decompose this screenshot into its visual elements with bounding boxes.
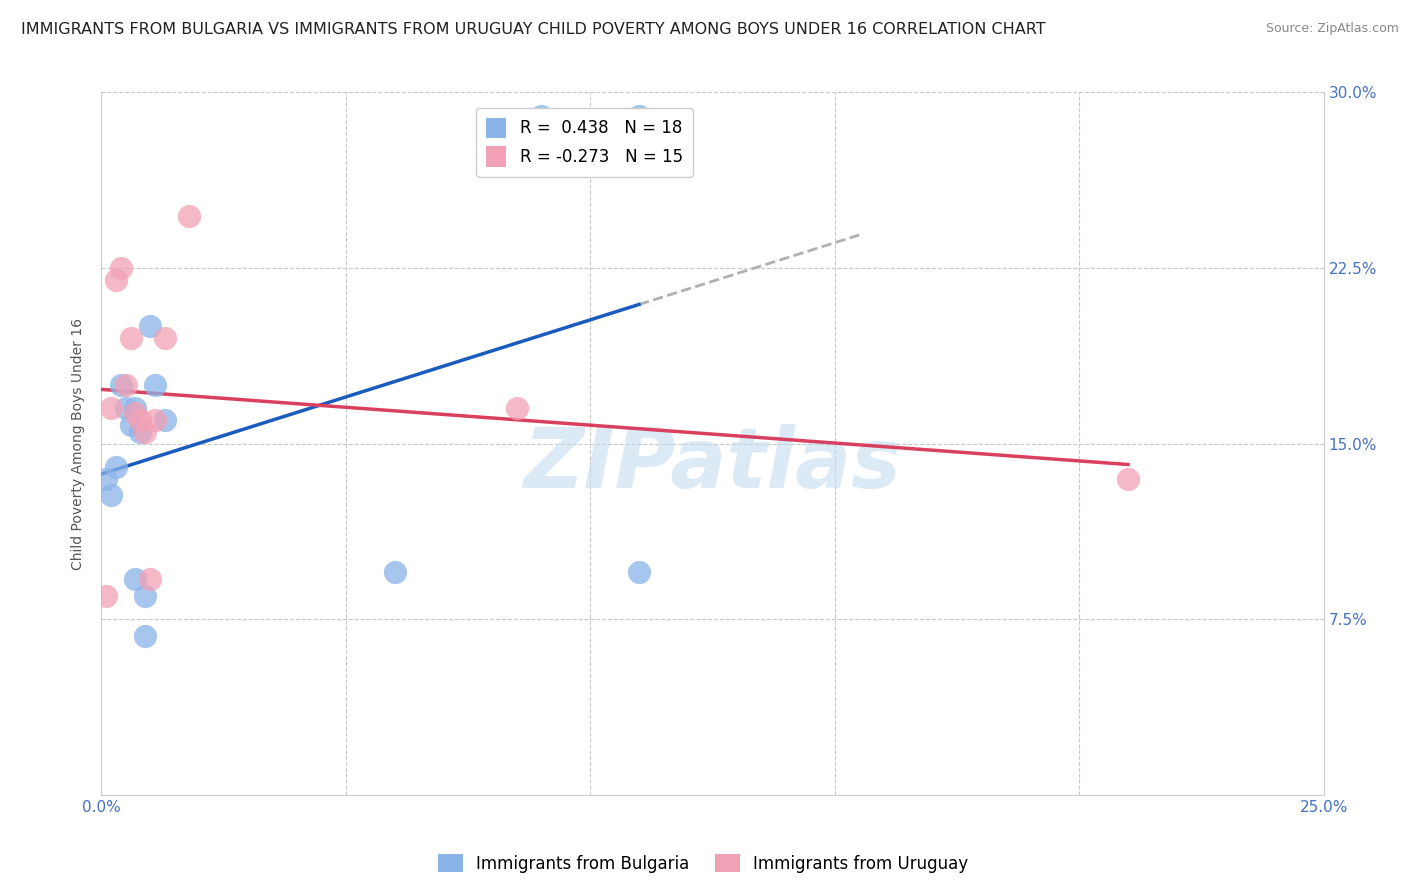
Point	[124, 572, 146, 586]
Point	[1116, 472, 1139, 486]
Point	[153, 413, 176, 427]
Point	[114, 401, 136, 416]
Point	[110, 378, 132, 392]
Point	[104, 459, 127, 474]
Point	[506, 401, 529, 416]
Point	[134, 589, 156, 603]
Point	[139, 572, 162, 586]
Point	[139, 319, 162, 334]
Point	[530, 109, 553, 123]
Y-axis label: Child Poverty Among Boys Under 16: Child Poverty Among Boys Under 16	[72, 318, 86, 569]
Point	[628, 566, 651, 580]
Point	[129, 425, 152, 439]
Point	[179, 210, 201, 224]
Point	[120, 331, 142, 345]
Text: Source: ZipAtlas.com: Source: ZipAtlas.com	[1265, 22, 1399, 36]
Text: IMMIGRANTS FROM BULGARIA VS IMMIGRANTS FROM URUGUAY CHILD POVERTY AMONG BOYS UND: IMMIGRANTS FROM BULGARIA VS IMMIGRANTS F…	[21, 22, 1046, 37]
Point	[129, 413, 152, 427]
Point	[153, 331, 176, 345]
Point	[104, 273, 127, 287]
Point	[134, 628, 156, 642]
Point	[100, 401, 122, 416]
Point	[134, 425, 156, 439]
Point	[120, 417, 142, 432]
Point	[110, 260, 132, 275]
Point	[124, 406, 146, 420]
Point	[100, 488, 122, 502]
Point	[94, 589, 117, 603]
Point	[143, 378, 166, 392]
Point	[124, 401, 146, 416]
Point	[94, 472, 117, 486]
Legend: Immigrants from Bulgaria, Immigrants from Uruguay: Immigrants from Bulgaria, Immigrants fro…	[432, 847, 974, 880]
Point	[384, 566, 406, 580]
Legend: R =  0.438   N = 18, R = -0.273   N = 15: R = 0.438 N = 18, R = -0.273 N = 15	[477, 108, 693, 177]
Point	[628, 109, 651, 123]
Point	[114, 378, 136, 392]
Point	[143, 413, 166, 427]
Text: ZIPatlas: ZIPatlas	[523, 424, 901, 505]
